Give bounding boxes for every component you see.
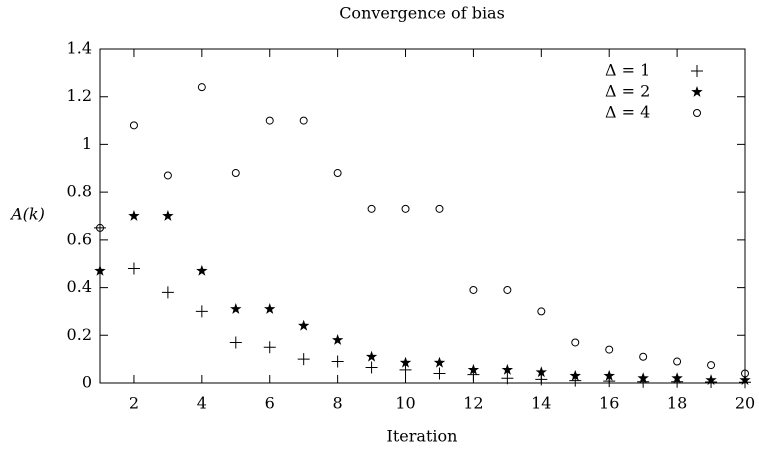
x-axis-label: Iteration	[387, 427, 458, 446]
plus-marker	[127, 262, 140, 275]
star-marker	[671, 372, 683, 384]
star-marker	[365, 350, 378, 362]
y-axis-label: A(k)	[9, 205, 45, 224]
circle-marker	[265, 116, 274, 125]
x-tick-label: 20	[735, 394, 755, 413]
x-tick-label: 6	[265, 394, 275, 413]
plus-marker	[263, 341, 276, 354]
circle-marker	[469, 285, 478, 294]
circle-marker	[605, 345, 614, 354]
circle-marker	[401, 204, 410, 213]
y-tick-label: 0.8	[67, 182, 92, 201]
y-tick-label: 1.4	[67, 39, 92, 58]
y-tick-label: 0.4	[67, 277, 92, 296]
star-marker	[535, 366, 548, 378]
plus-marker	[691, 65, 703, 77]
plot-frame	[99, 48, 746, 384]
star-marker	[603, 369, 615, 381]
circle-marker	[299, 116, 308, 125]
x-tick-label: 10	[395, 394, 415, 413]
circle-marker	[197, 83, 206, 92]
circle-marker	[571, 338, 580, 347]
star-marker	[331, 334, 344, 345]
star-marker	[128, 210, 140, 221]
y-tick-label: 0	[82, 373, 92, 392]
y-tick-label: 1.2	[67, 86, 92, 105]
star-marker	[739, 374, 751, 385]
plus-marker	[535, 373, 548, 386]
plus-marker	[161, 286, 174, 299]
star-marker	[501, 363, 514, 375]
legend-label: Δ = 1	[605, 61, 650, 80]
star-marker	[467, 363, 480, 375]
plus-marker	[501, 372, 514, 385]
x-tick-label: 4	[197, 394, 207, 413]
chart-title: Convergence of bias	[339, 4, 505, 23]
star-marker	[297, 319, 310, 331]
star-marker	[196, 264, 208, 276]
circle-marker	[693, 109, 701, 117]
legend-label: Δ = 4	[605, 103, 650, 122]
circle-marker	[503, 285, 512, 294]
y-tick-label: 0.2	[67, 325, 92, 344]
circle-marker	[96, 223, 104, 232]
circle-marker	[673, 357, 682, 366]
plus-marker	[331, 355, 344, 368]
plus-marker	[365, 361, 378, 374]
plus-marker	[195, 305, 208, 318]
star-marker	[162, 210, 174, 221]
star-marker	[230, 303, 242, 314]
plus-marker	[399, 363, 412, 376]
x-tick-label: 14	[531, 394, 551, 413]
circle-marker	[639, 352, 648, 361]
circle-marker	[707, 361, 716, 370]
x-tick-label: 2	[129, 394, 139, 413]
circle-marker	[435, 204, 444, 213]
plus-marker	[433, 367, 446, 380]
star-marker	[637, 372, 649, 384]
plus-marker	[94, 221, 106, 234]
x-tick-label: 18	[667, 394, 687, 413]
legend-label: Δ = 2	[605, 82, 650, 101]
circle-marker	[537, 307, 546, 316]
x-tick-label: 12	[463, 394, 483, 413]
circle-marker	[129, 121, 138, 130]
circle-marker	[367, 204, 376, 213]
star-marker	[705, 374, 717, 385]
star-marker	[569, 369, 581, 381]
plus-marker	[297, 353, 310, 366]
plus-marker	[229, 336, 242, 349]
y-tick-label: 1	[82, 134, 92, 153]
x-tick-label: 8	[333, 394, 343, 413]
star-marker	[94, 264, 106, 276]
circle-marker	[741, 369, 749, 378]
y-tick-label: 0.6	[67, 229, 92, 248]
star-marker	[691, 86, 703, 97]
circle-marker	[163, 171, 172, 180]
star-marker	[399, 356, 412, 368]
circle-marker	[231, 169, 240, 178]
star-marker	[433, 356, 446, 368]
star-marker	[264, 303, 276, 314]
x-tick-label: 16	[599, 394, 619, 413]
circle-marker	[333, 169, 342, 178]
